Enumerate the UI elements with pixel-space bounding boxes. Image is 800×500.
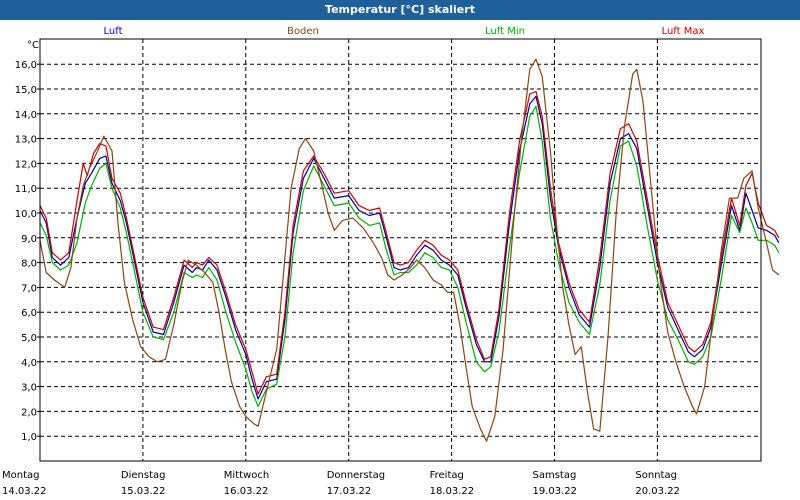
legend-item: Luft [104,26,123,37]
y-tick-label: 4,0 [21,358,37,369]
legend-item: Boden [287,26,319,37]
y-tick-label: 6,0 [21,308,37,319]
legend-item: Luft Min [485,26,525,37]
y-tick-label: 14,0 [15,110,37,121]
x-tick-day-label: Dienstag [121,470,166,481]
x-tick-date-label: 14.03.22 [2,486,47,497]
y-tick-label: 16,0 [15,60,37,71]
chart-background [0,20,800,500]
legend-item: Luft Max [662,26,705,37]
x-tick-date-label: 19.03.22 [533,486,578,497]
y-tick-label: 5,0 [21,333,37,344]
y-axis-unit-label: °C [27,40,39,51]
x-tick-day-label: Donnerstag [327,470,385,481]
y-tick-label: 11,0 [15,184,37,195]
x-tick-day-label: Sonntag [635,470,677,481]
plot-frame [39,38,762,462]
chart-title: Temperatur [°C] skaliert [0,0,800,20]
temperature-chart: Luft Boden Luft Min Luft Max °C 1,0 2,0 3,0 4,… [0,20,800,500]
x-tick-date-label: 17.03.22 [327,486,372,497]
x-tick-day-label: Mittwoch [224,470,269,481]
y-tick-label: 12,0 [15,159,37,170]
series-line-luft [39,95,780,400]
legend: Luft Boden Luft Min Luft Max [104,26,705,37]
y-tick-label: 2,0 [21,407,37,418]
y-tick-label: 9,0 [21,234,37,245]
x-tick-day-label: Samstag [533,470,577,481]
x-tick-date-label: 15.03.22 [121,486,166,497]
x-tick-day-label: Freitag [430,470,464,481]
x-tick-day-label: Montag [2,470,39,481]
series-lines [39,58,780,442]
y-tick-label: 1,0 [21,432,37,443]
series-line-luft-max [39,90,780,395]
x-tick-date-label: 16.03.22 [224,486,269,497]
y-tick-label: 7,0 [21,283,37,294]
x-axis-ticks: Montag 14.03.22 Dienstag 15.03.22 Mittwoch 16… [2,470,680,497]
y-tick-label: 10,0 [15,209,37,220]
y-tick-label: 8,0 [21,259,37,270]
x-tick-date-label: 18.03.22 [430,486,475,497]
y-tick-label: 15,0 [15,85,37,96]
x-tick-date-label: 20.03.22 [635,486,680,497]
y-tick-label: 3,0 [21,383,37,394]
series-line-boden [39,58,780,442]
y-tick-label: 13,0 [15,135,37,146]
